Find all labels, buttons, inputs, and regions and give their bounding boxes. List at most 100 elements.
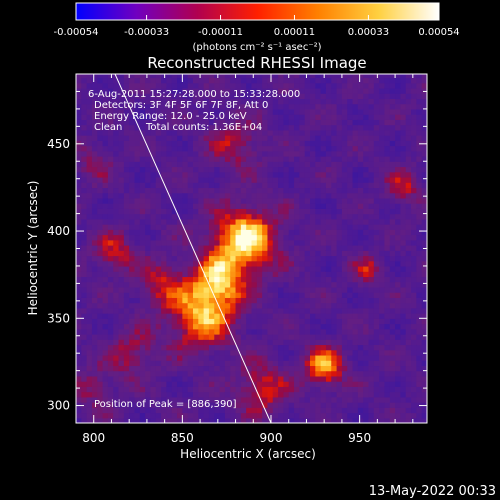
- heatmap-cell: [155, 344, 162, 351]
- heatmap-cell: [320, 349, 327, 356]
- heatmap-cell: [320, 412, 327, 419]
- heatmap-cell: [363, 349, 370, 356]
- heatmap-cell: [230, 103, 237, 110]
- heatmap-cell: [288, 150, 295, 157]
- heatmap-cell: [129, 140, 136, 147]
- heatmap-cell: [416, 318, 423, 325]
- heatmap-cell: [203, 124, 210, 131]
- heatmap-cell: [91, 281, 98, 288]
- heatmap-cell: [267, 98, 274, 105]
- heatmap-cell: [336, 82, 343, 89]
- heatmap-cell: [150, 187, 157, 194]
- heatmap-cell: [336, 124, 343, 131]
- heatmap-cell: [182, 114, 189, 120]
- heatmap-cell: [177, 281, 183, 288]
- heatmap-cell: [203, 281, 210, 288]
- heatmap-cell: [294, 208, 300, 215]
- heatmap-cell: [102, 255, 109, 262]
- heatmap-cell: [395, 260, 402, 267]
- heatmap-cell: [347, 213, 354, 220]
- heatmap-cell: [113, 402, 120, 408]
- heatmap-cell: [139, 396, 146, 403]
- heatmap-cell: [203, 255, 210, 262]
- heatmap-cell: [310, 114, 316, 120]
- heatmap-cell: [256, 302, 263, 309]
- x-tick-label: 900: [260, 431, 283, 445]
- heatmap-cell: [198, 239, 205, 246]
- heatmap-cell: [214, 156, 221, 162]
- heatmap-cell: [76, 417, 82, 423]
- heatmap-cell: [182, 402, 189, 408]
- heatmap-cell: [134, 129, 141, 136]
- heatmap-cell: [214, 412, 221, 419]
- heatmap-cell: [230, 82, 237, 89]
- heatmap-cell: [235, 334, 242, 340]
- heatmap-cell: [384, 334, 391, 340]
- heatmap-cell: [310, 87, 316, 94]
- heatmap-cell: [256, 74, 263, 79]
- heatmap-cell: [155, 276, 162, 283]
- heatmap-cell: [81, 396, 88, 403]
- heatmap-cell: [283, 87, 290, 94]
- heatmap-cell: [262, 412, 269, 419]
- heatmap-cell: [341, 265, 348, 272]
- heatmap-cell: [405, 307, 412, 314]
- heatmap-cell: [272, 360, 279, 367]
- heatmap-cell: [208, 365, 215, 372]
- heatmap-cell: [150, 307, 157, 314]
- heatmap-cell: [187, 176, 194, 183]
- heatmap-cell: [129, 339, 136, 346]
- heatmap-cell: [81, 74, 88, 79]
- heatmap-cell: [198, 156, 205, 162]
- heatmap-cell: [352, 77, 359, 84]
- heatmap-cell: [288, 224, 295, 230]
- heatmap-cell: [118, 192, 125, 199]
- heatmap-cell: [421, 77, 427, 84]
- heatmap-cell: [187, 402, 194, 408]
- heatmap-cell: [246, 119, 253, 126]
- heatmap-cell: [299, 286, 306, 293]
- heatmap-cell: [352, 328, 359, 335]
- heatmap-cell: [155, 129, 162, 136]
- heatmap-cell: [384, 129, 391, 136]
- heatmap-cell: [214, 276, 221, 283]
- heatmap-cell: [341, 187, 348, 194]
- heatmap-cell: [262, 108, 269, 115]
- heatmap-cell: [214, 339, 221, 346]
- heatmap-cell: [150, 302, 157, 309]
- heatmap-cell: [97, 370, 104, 377]
- heatmap-cell: [224, 98, 231, 105]
- heatmap-cell: [235, 234, 242, 241]
- heatmap-cell: [161, 129, 168, 136]
- heatmap-cell: [256, 171, 263, 178]
- heatmap-cell: [97, 108, 104, 115]
- heatmap-cell: [203, 250, 210, 257]
- heatmap-cell: [368, 354, 375, 361]
- heatmap-cell: [208, 396, 215, 403]
- heatmap-cell: [416, 302, 423, 309]
- heatmap-cell: [187, 286, 194, 293]
- heatmap-cell: [203, 391, 210, 398]
- heatmap-cell: [198, 375, 205, 382]
- heatmap-cell: [235, 82, 242, 89]
- heatmap-cell: [389, 365, 396, 372]
- heatmap-cell: [155, 271, 162, 278]
- heatmap-cell: [193, 234, 199, 241]
- heatmap-cell: [219, 313, 226, 319]
- heatmap-cell: [203, 129, 210, 136]
- heatmap-cell: [246, 150, 253, 157]
- heatmap-cell: [294, 161, 300, 168]
- heatmap-cell: [187, 74, 194, 79]
- heatmap-cell: [294, 119, 300, 126]
- heatmap-cell: [182, 140, 189, 147]
- heatmap-cell: [379, 182, 386, 189]
- heatmap-cell: [224, 260, 231, 267]
- heatmap-cell: [411, 87, 417, 94]
- heatmap-cell: [299, 323, 306, 330]
- heatmap-cell: [155, 370, 162, 377]
- heatmap-cell: [203, 381, 210, 387]
- heatmap-cell: [150, 260, 157, 267]
- heatmap-cell: [240, 260, 247, 267]
- heatmap-cell: [299, 391, 306, 398]
- heatmap-cell: [304, 281, 311, 288]
